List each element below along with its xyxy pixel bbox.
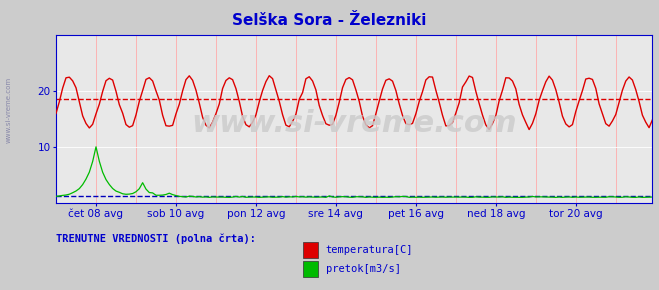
Text: www.si-vreme.com: www.si-vreme.com [5,77,11,143]
Text: temperatura[C]: temperatura[C] [326,245,413,255]
Text: Selška Sora - Železniki: Selška Sora - Železniki [233,13,426,28]
Text: TRENUTNE VREDNOSTI (polna črta):: TRENUTNE VREDNOSTI (polna črta): [56,234,256,244]
Text: www.si-vreme.com: www.si-vreme.com [191,109,517,138]
Text: pretok[m3/s]: pretok[m3/s] [326,264,401,274]
